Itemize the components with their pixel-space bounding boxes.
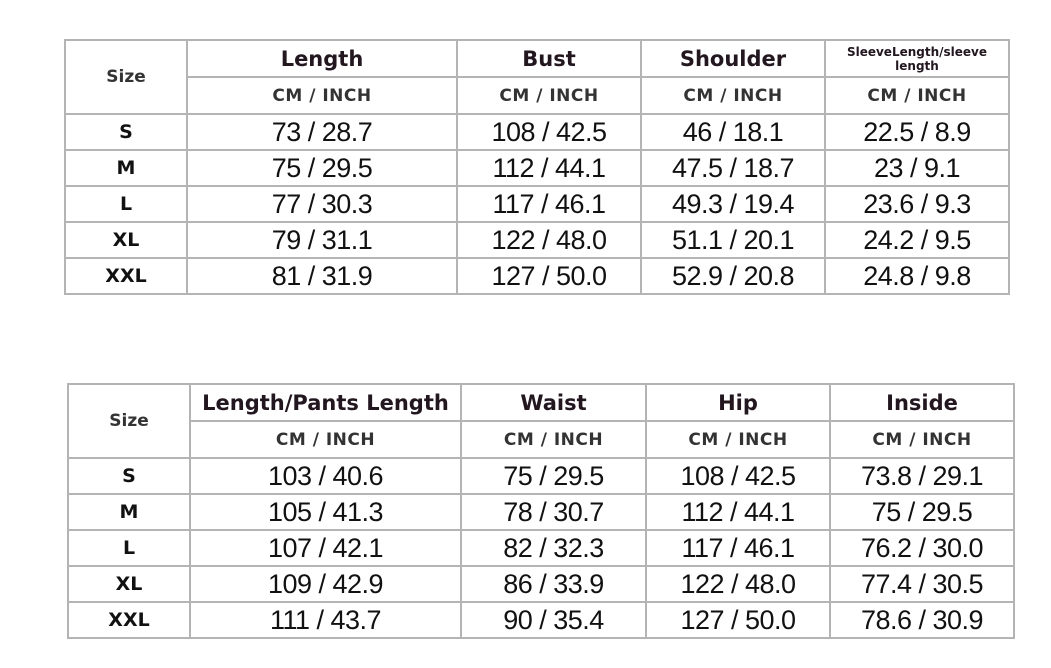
measurement-cell: 47.5 / 18.7 bbox=[640, 149, 826, 187]
table-row: XXL 81 / 31.9 127 / 50.0 52.9 / 20.8 24.8 / … bbox=[64, 257, 1010, 295]
size-cell: S bbox=[67, 457, 191, 495]
header-row: Size Length/Pants Length Waist Hip Inside bbox=[67, 383, 1015, 459]
measurement-cell: 112 / 44.1 bbox=[645, 493, 831, 531]
top-size-chart-table: Size Length Bust Shoulder SleeveLength/sleev… bbox=[64, 39, 1010, 295]
table-row: L 107 / 42.1 82 / 32.3 117 / 46.1 76.2 / 30.… bbox=[67, 529, 1015, 567]
measurement-cell: 108 / 42.5 bbox=[456, 113, 642, 151]
measurement-cell: 86 / 33.9 bbox=[460, 565, 647, 603]
measurement-cell: 51.1 / 20.1 bbox=[640, 221, 826, 259]
table-row: XL 79 / 31.1 122 / 48.0 51.1 / 20.1 24.2 / 9… bbox=[64, 221, 1010, 259]
size-cell: L bbox=[67, 529, 191, 567]
measurement-cell: 75 / 29.5 bbox=[460, 457, 647, 495]
measurement-cell: 78 / 30.7 bbox=[460, 493, 647, 531]
measurement-cell: 107 / 42.1 bbox=[189, 529, 462, 567]
unit-label: CM / INCH bbox=[829, 420, 1015, 459]
size-cell: XXL bbox=[64, 257, 188, 295]
measurement-cell: 76.2 / 30.0 bbox=[829, 529, 1015, 567]
measurement-cell: 117 / 46.1 bbox=[456, 185, 642, 223]
measurement-cell: 73.8 / 29.1 bbox=[829, 457, 1015, 495]
table-row: M 75 / 29.5 112 / 44.1 47.5 / 18.7 23 / 9.1 bbox=[64, 149, 1010, 187]
measurement-cell: 117 / 46.1 bbox=[645, 529, 831, 567]
unit-row: CM / INCH CM / INCH CM / INCH CM / INCH bbox=[68, 420, 1015, 459]
size-cell: M bbox=[67, 493, 191, 531]
size-cell: XL bbox=[67, 565, 191, 603]
unit-label: CM / INCH bbox=[456, 76, 642, 115]
column-header: Length/Pants Length bbox=[189, 383, 462, 422]
column-header: Inside bbox=[829, 383, 1015, 422]
measurement-cell: 24.2 / 9.5 bbox=[824, 221, 1010, 259]
measurement-cell: 112 / 44.1 bbox=[456, 149, 642, 187]
header-row: Size Length Bust Shoulder SleeveLength/sleev… bbox=[64, 39, 1010, 115]
column-header: Hip bbox=[645, 383, 831, 422]
measurement-cell: 78.6 / 30.9 bbox=[829, 601, 1015, 639]
measurement-cell: 49.3 / 19.4 bbox=[640, 185, 826, 223]
measurement-cell: 75 / 29.5 bbox=[829, 493, 1015, 531]
measurement-cell: 111 / 43.7 bbox=[189, 601, 462, 639]
measurement-cell: 23 / 9.1 bbox=[824, 149, 1010, 187]
measurement-cell: 122 / 48.0 bbox=[456, 221, 642, 259]
measurement-cell: 109 / 42.9 bbox=[189, 565, 462, 603]
measurement-cell: 90 / 35.4 bbox=[460, 601, 647, 639]
size-cell: XL bbox=[64, 221, 188, 259]
size-cell: L bbox=[64, 185, 188, 223]
column-header: SleeveLength/sleeve length bbox=[824, 39, 1010, 78]
table-row: XXL 111 / 43.7 90 / 35.4 127 / 50.0 78.6 / 3… bbox=[67, 601, 1015, 639]
measurement-cell: 108 / 42.5 bbox=[645, 457, 831, 495]
measurement-cell: 122 / 48.0 bbox=[645, 565, 831, 603]
pants-size-chart-table: Size Length/Pants Length Waist Hip Inside CM … bbox=[67, 383, 1015, 639]
size-cell: XXL bbox=[67, 601, 191, 639]
size-cell: S bbox=[64, 113, 188, 151]
unit-label: CM / INCH bbox=[824, 76, 1010, 115]
column-header: Bust bbox=[456, 39, 642, 78]
table-row: S 73 / 28.7 108 / 42.5 46 / 18.1 22.5 / 8.9 bbox=[64, 113, 1010, 151]
measurement-cell: 46 / 18.1 bbox=[640, 113, 826, 151]
measurement-cell: 73 / 28.7 bbox=[186, 113, 458, 151]
measurement-cell: 75 / 29.5 bbox=[186, 149, 458, 187]
size-header: Size bbox=[64, 39, 188, 115]
unit-label: CM / INCH bbox=[460, 420, 647, 459]
measurement-cell: 52.9 / 20.8 bbox=[640, 257, 826, 295]
table-row: M 105 / 41.3 78 / 30.7 112 / 44.1 75 / 29.5 bbox=[67, 493, 1015, 531]
unit-row: CM / INCH CM / INCH CM / INCH CM / INCH bbox=[65, 76, 1010, 115]
measurement-cell: 103 / 40.6 bbox=[189, 457, 462, 495]
measurement-cell: 105 / 41.3 bbox=[189, 493, 462, 531]
unit-label: CM / INCH bbox=[645, 420, 831, 459]
measurement-cell: 81 / 31.9 bbox=[186, 257, 458, 295]
column-header: Length bbox=[186, 39, 458, 78]
measurement-cell: 127 / 50.0 bbox=[645, 601, 831, 639]
table-row: XL 109 / 42.9 86 / 33.9 122 / 48.0 77.4 / 30… bbox=[67, 565, 1015, 603]
measurement-cell: 24.8 / 9.8 bbox=[824, 257, 1010, 295]
measurement-cell: 77 / 30.3 bbox=[186, 185, 458, 223]
table-row: L 77 / 30.3 117 / 46.1 49.3 / 19.4 23.6 / 9.… bbox=[64, 185, 1010, 223]
measurement-cell: 127 / 50.0 bbox=[456, 257, 642, 295]
unit-label: CM / INCH bbox=[186, 76, 458, 115]
unit-label: CM / INCH bbox=[640, 76, 826, 115]
measurement-cell: 79 / 31.1 bbox=[186, 221, 458, 259]
column-header: Shoulder bbox=[640, 39, 826, 78]
measurement-cell: 22.5 / 8.9 bbox=[824, 113, 1010, 151]
unit-label: CM / INCH bbox=[189, 420, 462, 459]
size-cell: M bbox=[64, 149, 188, 187]
column-header: Waist bbox=[460, 383, 647, 422]
size-header: Size bbox=[67, 383, 191, 459]
measurement-cell: 82 / 32.3 bbox=[460, 529, 647, 567]
table-row: S 103 / 40.6 75 / 29.5 108 / 42.5 73.8 / 29.… bbox=[67, 457, 1015, 495]
measurement-cell: 23.6 / 9.3 bbox=[824, 185, 1010, 223]
measurement-cell: 77.4 / 30.5 bbox=[829, 565, 1015, 603]
